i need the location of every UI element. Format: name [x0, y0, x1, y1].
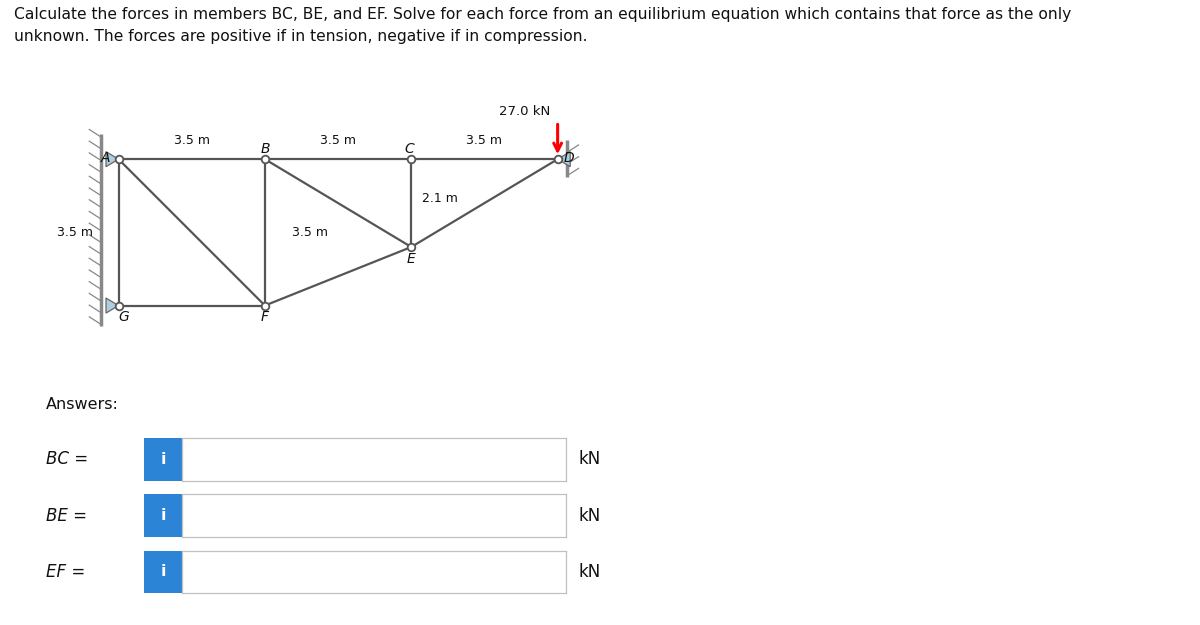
Text: kN: kN	[578, 451, 601, 468]
Text: unknown. The forces are positive if in tension, negative if in compression.: unknown. The forces are positive if in t…	[14, 29, 588, 44]
Text: i: i	[161, 508, 166, 523]
Text: BE =: BE =	[46, 507, 86, 524]
Text: 3.5 m: 3.5 m	[467, 134, 503, 148]
Text: G: G	[118, 310, 128, 324]
Text: A: A	[101, 151, 110, 164]
Text: BC =: BC =	[46, 451, 88, 468]
Text: 27.0 kN: 27.0 kN	[499, 105, 550, 118]
Text: E: E	[407, 252, 415, 266]
Text: D: D	[564, 151, 575, 164]
Text: i: i	[161, 452, 166, 467]
Text: 3.5 m: 3.5 m	[292, 226, 328, 239]
Text: F: F	[260, 310, 269, 324]
Polygon shape	[106, 298, 119, 313]
Text: B: B	[260, 142, 270, 156]
Text: 3.5 m: 3.5 m	[320, 134, 356, 148]
Text: 3.5 m: 3.5 m	[174, 134, 210, 148]
Polygon shape	[106, 152, 119, 167]
Text: 3.5 m: 3.5 m	[56, 226, 92, 239]
Text: Answers:: Answers:	[46, 397, 119, 412]
Text: 2.1 m: 2.1 m	[421, 192, 457, 206]
Text: Calculate the forces in members BC, BE, and EF. Solve for each force from an equ: Calculate the forces in members BC, BE, …	[14, 8, 1072, 22]
Text: EF =: EF =	[46, 563, 85, 581]
Text: C: C	[404, 142, 414, 156]
Text: kN: kN	[578, 507, 601, 524]
Polygon shape	[558, 152, 570, 167]
Text: kN: kN	[578, 563, 601, 581]
Text: i: i	[161, 564, 166, 579]
